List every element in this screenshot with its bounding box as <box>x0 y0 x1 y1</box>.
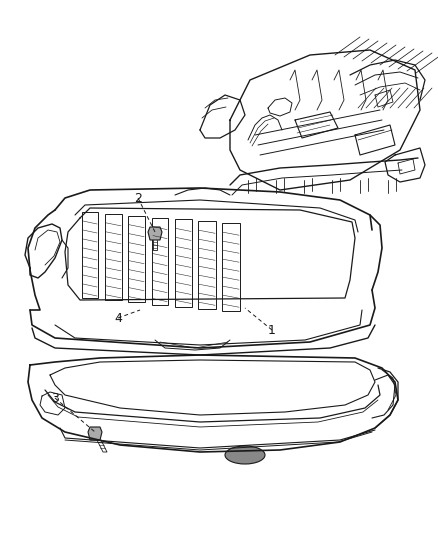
Text: 1: 1 <box>268 324 276 336</box>
Text: 2: 2 <box>134 191 142 205</box>
Text: 4: 4 <box>114 311 122 325</box>
Text: 3: 3 <box>51 392 59 405</box>
Polygon shape <box>88 427 102 440</box>
Ellipse shape <box>225 446 265 464</box>
Polygon shape <box>148 227 162 240</box>
